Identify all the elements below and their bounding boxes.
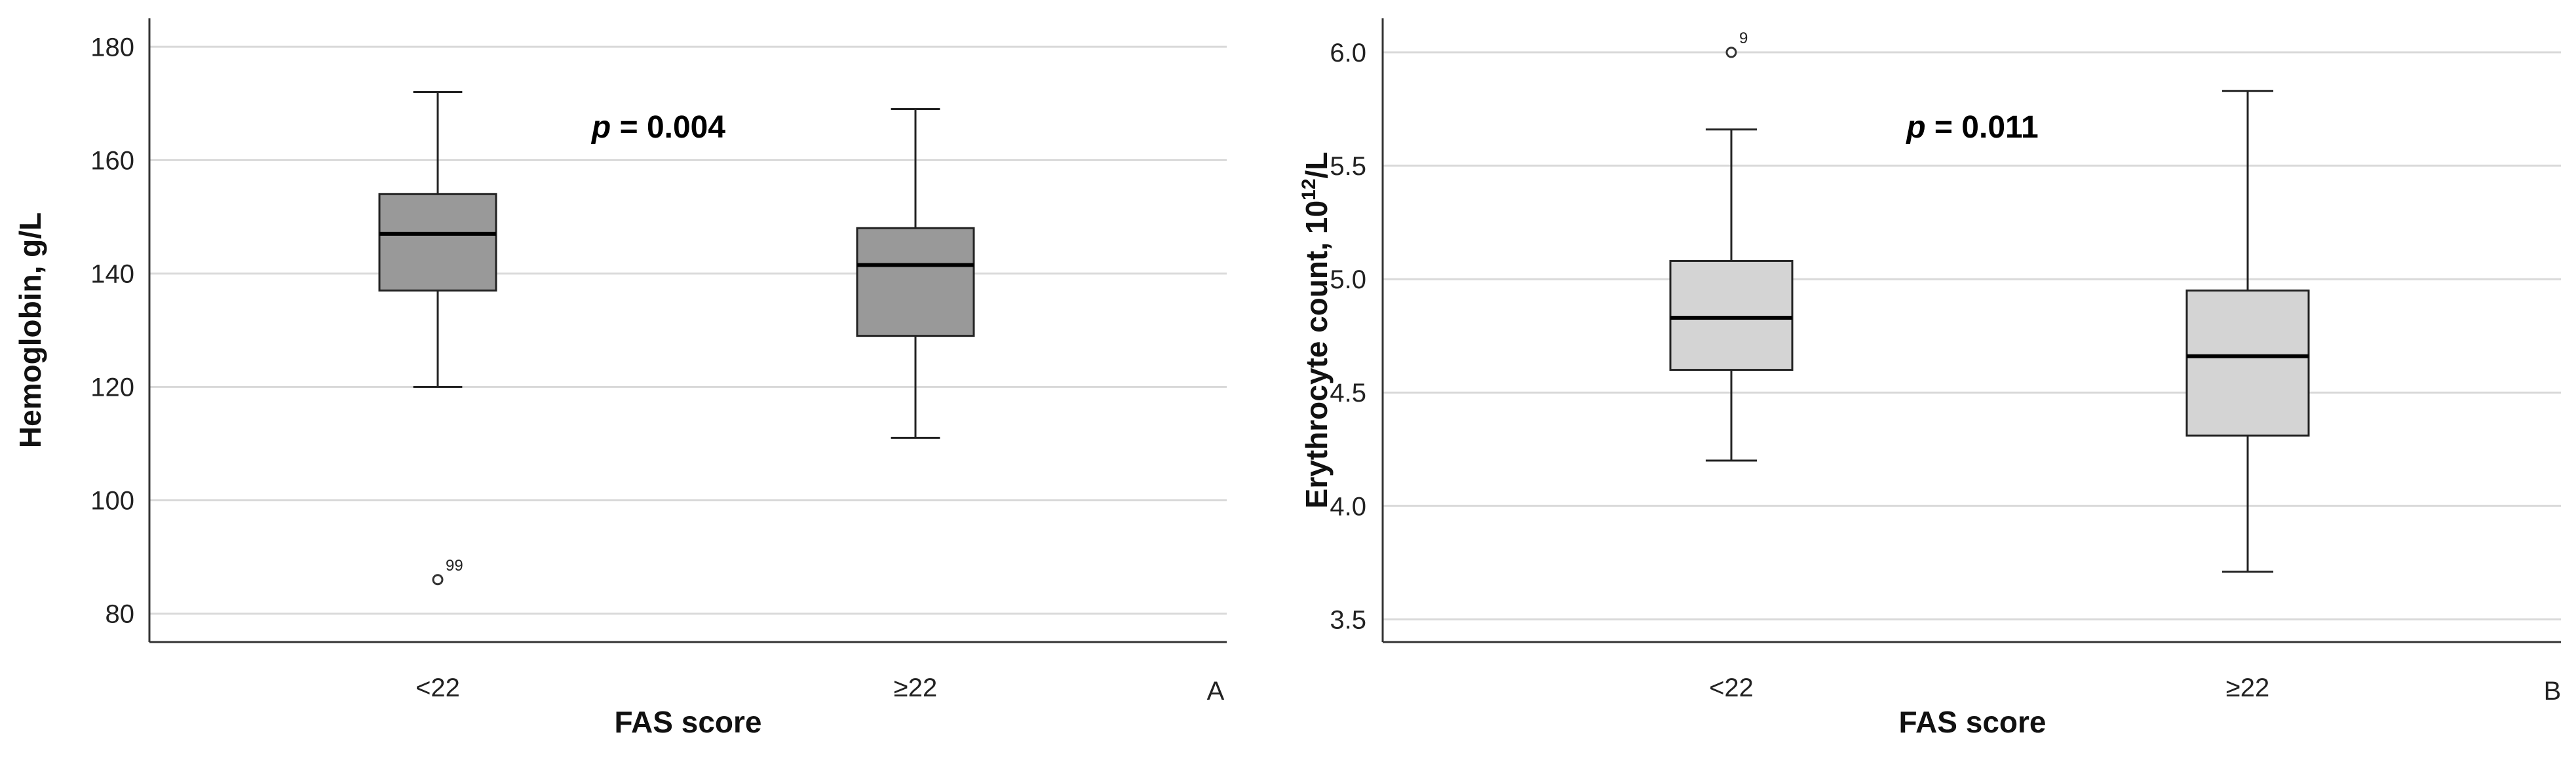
panel-b: 3.5 4.0 4.5 5.0 5.5 6.0 9 <22 ≥22 p = 0.011 FAS sc… — [1298, 18, 2561, 739]
y-tick-label: 5.0 — [1330, 265, 1366, 294]
boxplot-lt22: 9 — [1669, 29, 1794, 462]
p-value-text: = 0.004 — [611, 110, 725, 145]
y-tick-label: 80 — [106, 600, 135, 629]
outlier-label: 99 — [446, 557, 463, 575]
y-tick-label: 160 — [90, 146, 134, 175]
y-tick-label: 5.5 — [1330, 152, 1366, 181]
y-tick-label: 6.0 — [1330, 39, 1366, 67]
y-label-tail: /L — [1299, 152, 1334, 179]
p-value-text: = 0.011 — [1926, 110, 2039, 145]
iqr-box — [378, 193, 497, 292]
y-axis-label: Erythrocyte count, 1012/L — [1298, 152, 1334, 509]
y-tick-label: 120 — [90, 373, 134, 402]
x-axis-label: FAS score — [1899, 705, 2047, 739]
x-tick-label: ≥22 — [2226, 673, 2269, 702]
y-tick-label: 180 — [90, 33, 134, 62]
x-tick-label: <22 — [415, 673, 460, 702]
iqr-box — [856, 227, 975, 337]
boxplot-ge22 — [2185, 90, 2310, 573]
outlier-point — [432, 574, 444, 586]
boxplot-ge22 — [856, 107, 975, 439]
y-axis-label: Hemoglobin, g/L — [13, 212, 47, 448]
x-tick-label: ≥22 — [894, 673, 937, 702]
y-tick-label: 100 — [90, 487, 134, 516]
panel-letter: B — [2544, 677, 2562, 706]
y-tick-label: 4.0 — [1330, 492, 1366, 521]
outlier-point — [1725, 47, 1737, 58]
x-tick-label: <22 — [1709, 673, 1754, 702]
y-label-superscript: 12 — [1298, 179, 1320, 200]
outlier-label: 9 — [1739, 29, 1748, 47]
p-symbol: p — [590, 110, 611, 145]
p-value-annotation: p = 0.011 — [1905, 110, 2039, 145]
y-tick-label: 140 — [90, 259, 134, 288]
panel-a: 80 100 120 140 160 180 99 <22 ≥22 p = 0.004 FAS sc… — [13, 18, 1227, 739]
y-tick-label: 4.5 — [1330, 379, 1366, 407]
iqr-box — [1669, 259, 1794, 371]
p-value-annotation: p = 0.004 — [590, 110, 725, 145]
iqr-box — [2185, 289, 2310, 437]
y-label-main: Erythrocyte count, 10 — [1299, 200, 1334, 508]
y-tick-label: 3.5 — [1330, 605, 1366, 634]
panel-letter: A — [1207, 677, 1225, 706]
x-axis-label: FAS score — [615, 705, 762, 739]
boxplot-lt22: 99 — [378, 91, 497, 586]
p-symbol: p — [1905, 110, 1925, 145]
